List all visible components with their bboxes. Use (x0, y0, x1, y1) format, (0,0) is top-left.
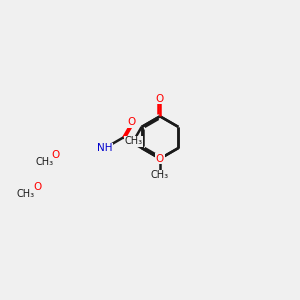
Text: CH₃: CH₃ (124, 136, 142, 146)
Text: O: O (156, 154, 164, 164)
Text: O: O (33, 182, 41, 192)
Text: CH₃: CH₃ (35, 157, 53, 167)
Text: O: O (156, 94, 164, 104)
Text: NH: NH (97, 143, 113, 153)
Text: CH₃: CH₃ (17, 189, 35, 199)
Text: O: O (52, 150, 60, 160)
Text: CH₃: CH₃ (151, 170, 169, 180)
Text: O: O (128, 118, 136, 128)
